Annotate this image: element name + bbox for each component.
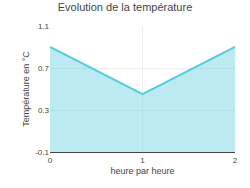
svg-text:2: 2 xyxy=(233,156,238,165)
svg-text:1.1: 1.1 xyxy=(38,22,50,31)
svg-text:Température en °C: Température en °C xyxy=(21,51,31,127)
svg-text:Evolution de la température: Evolution de la température xyxy=(58,1,193,13)
svg-text:0.7: 0.7 xyxy=(38,64,50,73)
svg-text:0: 0 xyxy=(48,156,53,165)
svg-text:heure par heure: heure par heure xyxy=(110,166,174,176)
svg-text:-0.1: -0.1 xyxy=(35,148,49,157)
svg-text:0.3: 0.3 xyxy=(38,106,50,115)
svg-text:1: 1 xyxy=(140,156,145,165)
